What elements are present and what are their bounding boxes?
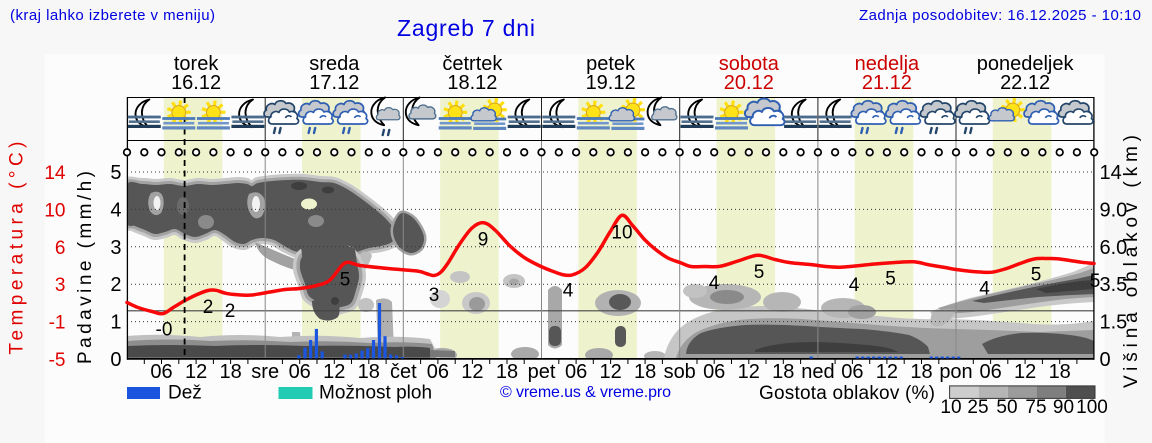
svg-text:10: 10 xyxy=(611,223,632,244)
svg-text:Zadnja posodobitev: 16.12.2025: Zadnja posodobitev: 16.12.2025 - 10:10 xyxy=(859,7,1141,24)
svg-text:10: 10 xyxy=(44,200,65,221)
svg-text:14: 14 xyxy=(1100,162,1122,184)
svg-text:-0: -0 xyxy=(156,320,173,341)
svg-text:sreda: sreda xyxy=(309,53,360,75)
svg-text:ned: ned xyxy=(801,361,834,383)
svg-text:pon: pon xyxy=(939,361,972,383)
svg-text:18: 18 xyxy=(910,361,932,383)
svg-text:06: 06 xyxy=(703,361,725,383)
svg-text:19.12: 19.12 xyxy=(586,72,636,94)
svg-text:5: 5 xyxy=(110,162,121,184)
svg-text:18: 18 xyxy=(358,361,380,383)
svg-text:18: 18 xyxy=(496,361,518,383)
svg-text:1.5: 1.5 xyxy=(1100,312,1128,334)
svg-text:12: 12 xyxy=(461,361,483,383)
svg-text:čet: čet xyxy=(390,361,417,383)
svg-text:3: 3 xyxy=(110,237,121,259)
svg-text:3.5: 3.5 xyxy=(1100,274,1128,296)
svg-text:14: 14 xyxy=(44,163,66,184)
svg-text:sre: sre xyxy=(251,361,279,383)
svg-text:06: 06 xyxy=(289,361,311,383)
svg-text:12: 12 xyxy=(1014,361,1036,383)
svg-text:12: 12 xyxy=(876,361,898,383)
svg-text:četrtek: četrtek xyxy=(442,53,503,75)
svg-text:4: 4 xyxy=(849,275,860,296)
svg-text:2: 2 xyxy=(110,274,121,296)
svg-text:sob: sob xyxy=(664,361,696,383)
svg-text:Možnost ploh: Možnost ploh xyxy=(319,383,432,404)
svg-text:18.12: 18.12 xyxy=(447,72,497,94)
svg-text:06: 06 xyxy=(979,361,1001,383)
svg-text:20.12: 20.12 xyxy=(724,72,774,94)
svg-text:petek: petek xyxy=(586,53,636,75)
svg-text:16.12: 16.12 xyxy=(171,72,221,94)
svg-text:1: 1 xyxy=(110,312,121,334)
svg-text:6: 6 xyxy=(55,238,66,259)
svg-text:18: 18 xyxy=(219,361,241,383)
svg-text:nedelja: nedelja xyxy=(855,53,920,75)
svg-text:5: 5 xyxy=(1031,265,1042,286)
svg-text:pet: pet xyxy=(528,361,556,383)
svg-text:12: 12 xyxy=(323,361,345,383)
svg-text:06: 06 xyxy=(150,361,172,383)
svg-text:50: 50 xyxy=(996,397,1017,418)
svg-text:9.0: 9.0 xyxy=(1100,199,1128,221)
svg-text:25: 25 xyxy=(967,397,988,418)
svg-text:Padavine (mm/h): Padavine (mm/h) xyxy=(75,171,96,364)
svg-text:100: 100 xyxy=(1076,397,1108,418)
svg-text:9: 9 xyxy=(478,230,489,251)
svg-text:Zagreb 7 dni: Zagreb 7 dni xyxy=(397,15,535,41)
svg-text:75: 75 xyxy=(1025,397,1046,418)
svg-text:-1: -1 xyxy=(49,313,66,334)
svg-text:2: 2 xyxy=(203,297,214,318)
svg-text:4: 4 xyxy=(110,199,121,221)
svg-text:4: 4 xyxy=(563,281,574,302)
svg-text:2: 2 xyxy=(225,301,236,322)
svg-text:0: 0 xyxy=(1100,349,1111,371)
svg-text:06: 06 xyxy=(427,361,449,383)
svg-text:18: 18 xyxy=(634,361,656,383)
svg-text:06: 06 xyxy=(841,361,863,383)
svg-text:3: 3 xyxy=(429,285,440,306)
svg-text:18: 18 xyxy=(772,361,794,383)
svg-text:22.12: 22.12 xyxy=(1000,72,1050,94)
svg-text:5: 5 xyxy=(1090,271,1101,292)
svg-text:ponedeljek: ponedeljek xyxy=(977,53,1075,75)
svg-text:Temperatura (°C): Temperatura (°C) xyxy=(7,142,28,355)
svg-text:Dež: Dež xyxy=(168,383,202,404)
svg-text:5: 5 xyxy=(754,262,765,283)
svg-text:90: 90 xyxy=(1053,397,1074,418)
svg-text:4: 4 xyxy=(709,273,720,294)
svg-text:21.12: 21.12 xyxy=(862,72,912,94)
svg-text:© vreme.us & vreme.pro: © vreme.us & vreme.pro xyxy=(500,384,671,401)
svg-text:17.12: 17.12 xyxy=(309,72,359,94)
svg-text:12: 12 xyxy=(738,361,760,383)
svg-text:12: 12 xyxy=(599,361,621,383)
svg-text:06: 06 xyxy=(565,361,587,383)
svg-text:0: 0 xyxy=(110,349,121,371)
svg-text:6.0: 6.0 xyxy=(1100,237,1128,259)
svg-text:sobota: sobota xyxy=(719,53,780,75)
svg-text:4: 4 xyxy=(979,279,990,300)
svg-text:Gostota oblakov (%): Gostota oblakov (%) xyxy=(759,383,935,404)
svg-text:10: 10 xyxy=(940,397,961,418)
svg-text:5: 5 xyxy=(885,269,896,290)
svg-text:3: 3 xyxy=(55,275,66,296)
svg-text:-5: -5 xyxy=(49,350,66,371)
svg-text:12: 12 xyxy=(185,361,207,383)
svg-text:5: 5 xyxy=(340,270,351,291)
svg-text:18: 18 xyxy=(1049,361,1071,383)
svg-text:(kraj lahko izberete v meniju): (kraj lahko izberete v meniju) xyxy=(10,7,215,24)
svg-text:torek: torek xyxy=(174,53,219,75)
